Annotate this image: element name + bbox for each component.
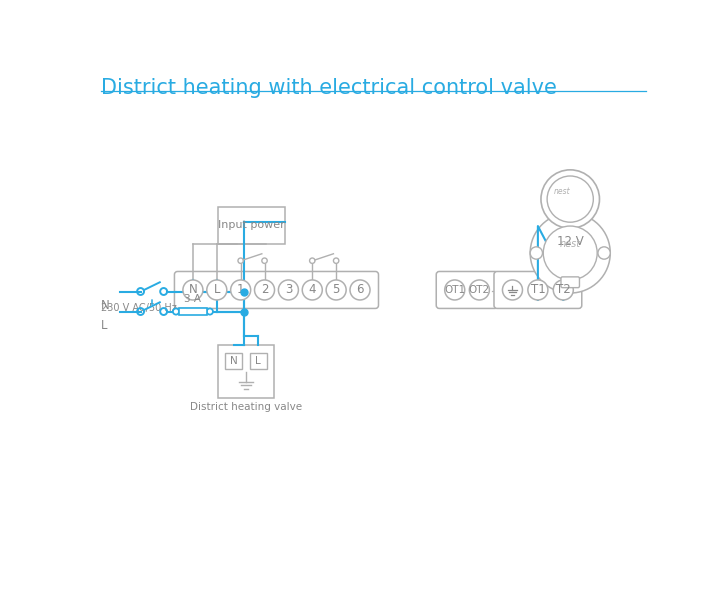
- Text: 5: 5: [333, 283, 340, 296]
- Text: 2: 2: [261, 283, 269, 296]
- Circle shape: [541, 170, 599, 228]
- Text: L: L: [256, 356, 261, 366]
- FancyBboxPatch shape: [436, 271, 498, 308]
- Circle shape: [445, 280, 464, 300]
- FancyBboxPatch shape: [218, 207, 285, 244]
- Text: T2: T2: [556, 283, 571, 296]
- FancyBboxPatch shape: [250, 353, 267, 368]
- Circle shape: [278, 280, 298, 300]
- Text: District heating valve: District heating valve: [190, 402, 302, 412]
- Text: 6: 6: [356, 283, 364, 296]
- FancyBboxPatch shape: [175, 271, 379, 308]
- Circle shape: [302, 280, 323, 300]
- Text: N: N: [100, 299, 109, 312]
- Circle shape: [502, 280, 523, 300]
- Text: 3: 3: [285, 283, 292, 296]
- Text: nest: nest: [554, 187, 571, 196]
- Text: L: L: [213, 283, 220, 296]
- Circle shape: [543, 226, 597, 280]
- Circle shape: [350, 280, 370, 300]
- Circle shape: [183, 280, 203, 300]
- Text: OT2: OT2: [469, 285, 490, 295]
- Text: District heating with electrical control valve: District heating with electrical control…: [100, 78, 556, 98]
- FancyBboxPatch shape: [179, 308, 207, 315]
- Text: 3 A: 3 A: [184, 294, 202, 304]
- Text: 230 V AC/50 Hz: 230 V AC/50 Hz: [100, 304, 176, 314]
- Circle shape: [207, 280, 227, 300]
- Circle shape: [598, 247, 610, 259]
- Text: N: N: [230, 356, 237, 366]
- Circle shape: [173, 308, 179, 315]
- Circle shape: [553, 280, 574, 300]
- Text: Input power: Input power: [218, 220, 285, 230]
- Text: N: N: [189, 283, 197, 296]
- Text: 12 V: 12 V: [557, 235, 584, 248]
- Circle shape: [547, 176, 593, 222]
- Circle shape: [326, 280, 346, 300]
- Circle shape: [470, 280, 489, 300]
- Text: L: L: [100, 319, 107, 332]
- Circle shape: [207, 308, 213, 315]
- Circle shape: [231, 280, 250, 300]
- Text: 4: 4: [309, 283, 316, 296]
- FancyBboxPatch shape: [218, 345, 274, 398]
- FancyBboxPatch shape: [225, 353, 242, 368]
- Circle shape: [255, 280, 274, 300]
- Circle shape: [530, 213, 610, 293]
- Text: OT1: OT1: [444, 285, 465, 295]
- Text: nest: nest: [560, 239, 581, 249]
- Circle shape: [530, 247, 542, 259]
- Text: 1: 1: [237, 283, 245, 296]
- FancyBboxPatch shape: [494, 271, 582, 308]
- Circle shape: [528, 280, 548, 300]
- Text: T1: T1: [531, 283, 545, 296]
- FancyBboxPatch shape: [561, 277, 579, 287]
